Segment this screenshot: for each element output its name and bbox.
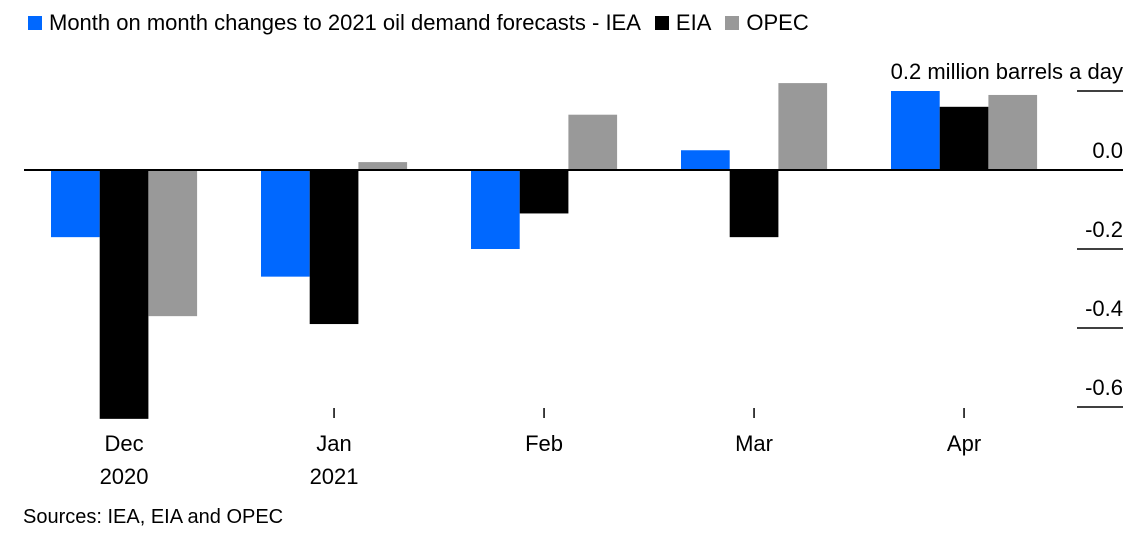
- legend-label: Month on month changes to 2021 oil deman…: [49, 10, 641, 35]
- legend-item-opec: OPEC: [725, 10, 809, 36]
- x-tick-label: Jan: [316, 431, 351, 456]
- legend-swatch-iea: [28, 16, 42, 30]
- bar-eia-dec: [99, 170, 149, 419]
- y-tick-label: -0.4: [1085, 296, 1123, 321]
- legend-item-iea: Month on month changes to 2021 oil deman…: [28, 10, 641, 36]
- bar-opec-feb: [568, 114, 618, 170]
- x-tick-sublabel: 2020: [100, 464, 149, 489]
- legend-swatch-opec: [725, 16, 740, 30]
- y-tick-label: -0.6: [1085, 375, 1123, 400]
- x-tick-sublabel: 2021: [310, 464, 359, 489]
- legend-swatch-eia: [654, 16, 669, 30]
- bar-opec-dec: [148, 170, 198, 317]
- bar-opec-jan: [358, 162, 408, 170]
- chart-legend: Month on month changes to 2021 oil deman…: [28, 8, 823, 38]
- sources-note: Sources: IEA, EIA and OPEC: [23, 506, 284, 528]
- bar-eia-apr: [939, 106, 989, 170]
- bar-eia-mar: [729, 170, 779, 238]
- x-tick-label: Feb: [525, 431, 563, 456]
- y-tick-label: -0.2: [1085, 217, 1123, 242]
- legend-item-eia: EIA: [654, 10, 712, 36]
- bar-iea-feb: [471, 170, 520, 249]
- bar-eia-jan: [309, 170, 359, 325]
- bar-iea-jan: [261, 170, 310, 277]
- x-tick-label: Mar: [735, 431, 773, 456]
- y-tick-label: 0.0: [1092, 138, 1123, 163]
- bar-iea-apr: [891, 91, 940, 170]
- bar-iea-mar: [681, 150, 730, 170]
- bar-opec-apr: [988, 94, 1038, 170]
- legend-label: EIA: [675, 10, 712, 35]
- bar-opec-mar: [778, 83, 828, 170]
- bar-iea-dec: [51, 170, 100, 238]
- legend-label: OPEC: [746, 10, 809, 35]
- y-tick-label: 0.2 million barrels a day: [891, 59, 1123, 84]
- x-tick-label: Dec: [104, 431, 143, 456]
- bar-eia-feb: [519, 170, 569, 214]
- x-tick-label: Apr: [947, 431, 981, 456]
